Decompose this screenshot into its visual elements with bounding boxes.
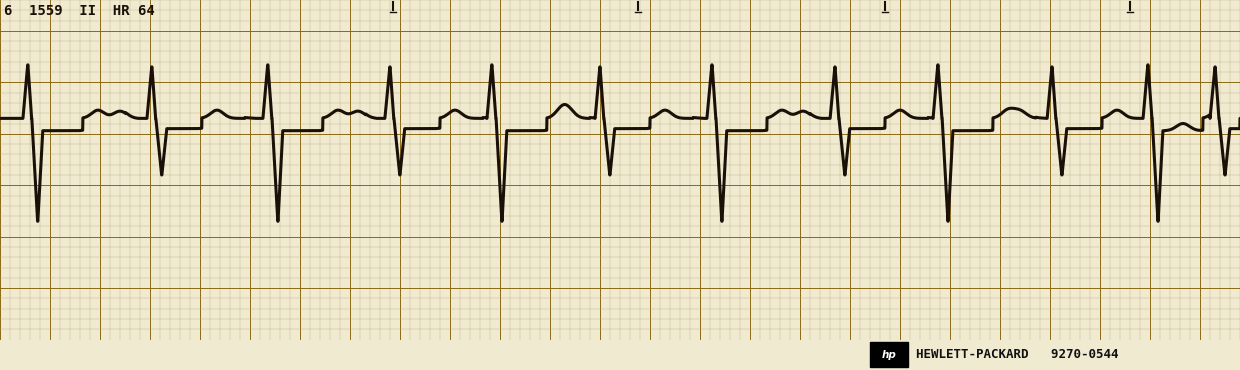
Text: 6  1559  II  HR 64: 6 1559 II HR 64 — [4, 4, 155, 18]
Text: HEWLETT-PACKARD   9270-0544: HEWLETT-PACKARD 9270-0544 — [916, 348, 1118, 361]
FancyBboxPatch shape — [870, 342, 908, 367]
Text: hp: hp — [882, 350, 897, 360]
